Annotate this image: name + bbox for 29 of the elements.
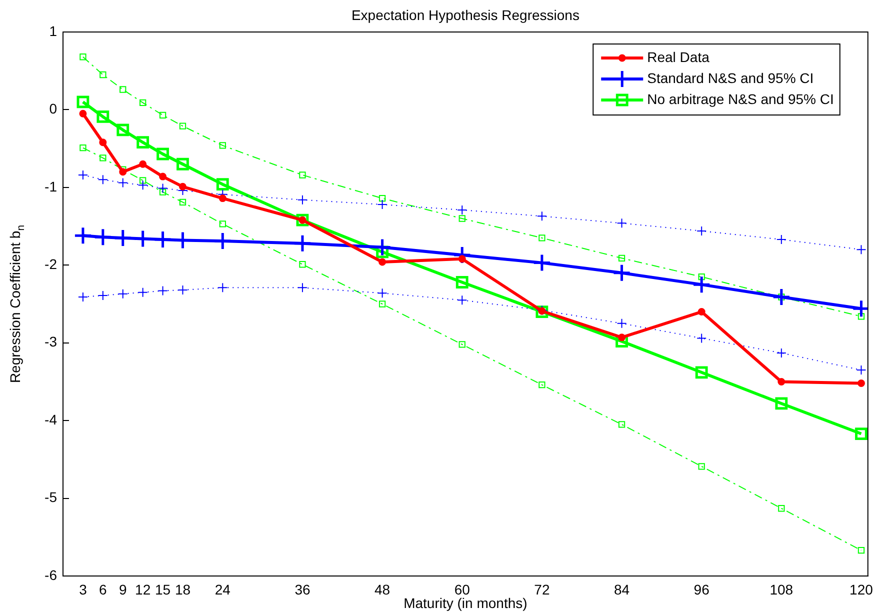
x-axis-title: Maturity (in months): [404, 594, 528, 611]
x-tick-label: 108: [770, 581, 794, 598]
y-tick-label: -4: [44, 411, 58, 428]
y-tick-label: -1: [44, 178, 58, 194]
x-tick-label: 36: [294, 581, 310, 598]
y-tick-label: -3: [44, 334, 58, 350]
x-tick-label: 18: [174, 581, 191, 598]
legend-label: Standard N&S and 95% CI: [647, 70, 814, 86]
y-tick-label: -2: [44, 256, 58, 272]
y-tick-label: -6: [44, 566, 58, 583]
x-tick-label: 72: [534, 581, 550, 598]
x-tick-label: 3: [79, 581, 88, 598]
x-tick-label: 6: [99, 581, 108, 598]
chart-title: Expectation Hypothesis Regressions: [351, 6, 580, 23]
x-tick-label: 9: [118, 581, 127, 598]
x-tick-label: 120: [850, 581, 874, 598]
x-tick-label: 84: [614, 581, 630, 598]
y-tick-label: -5: [44, 489, 58, 506]
y-axis-title: Regression Coefficient bn: [6, 224, 27, 384]
x-tick-label: 96: [694, 581, 710, 598]
x-tick-label: 15: [154, 581, 171, 598]
legend-label: No arbitrage N&S and 95% CI: [647, 90, 834, 107]
x-tick-label: 48: [374, 581, 390, 598]
y-tick-label: 0: [49, 100, 58, 117]
y-tick-label: 1: [49, 22, 58, 39]
legend-label: Real Data: [647, 48, 710, 65]
x-tick-label: 12: [135, 581, 151, 598]
x-tick-label: 60: [454, 581, 470, 598]
x-tick-label: 24: [214, 581, 231, 598]
